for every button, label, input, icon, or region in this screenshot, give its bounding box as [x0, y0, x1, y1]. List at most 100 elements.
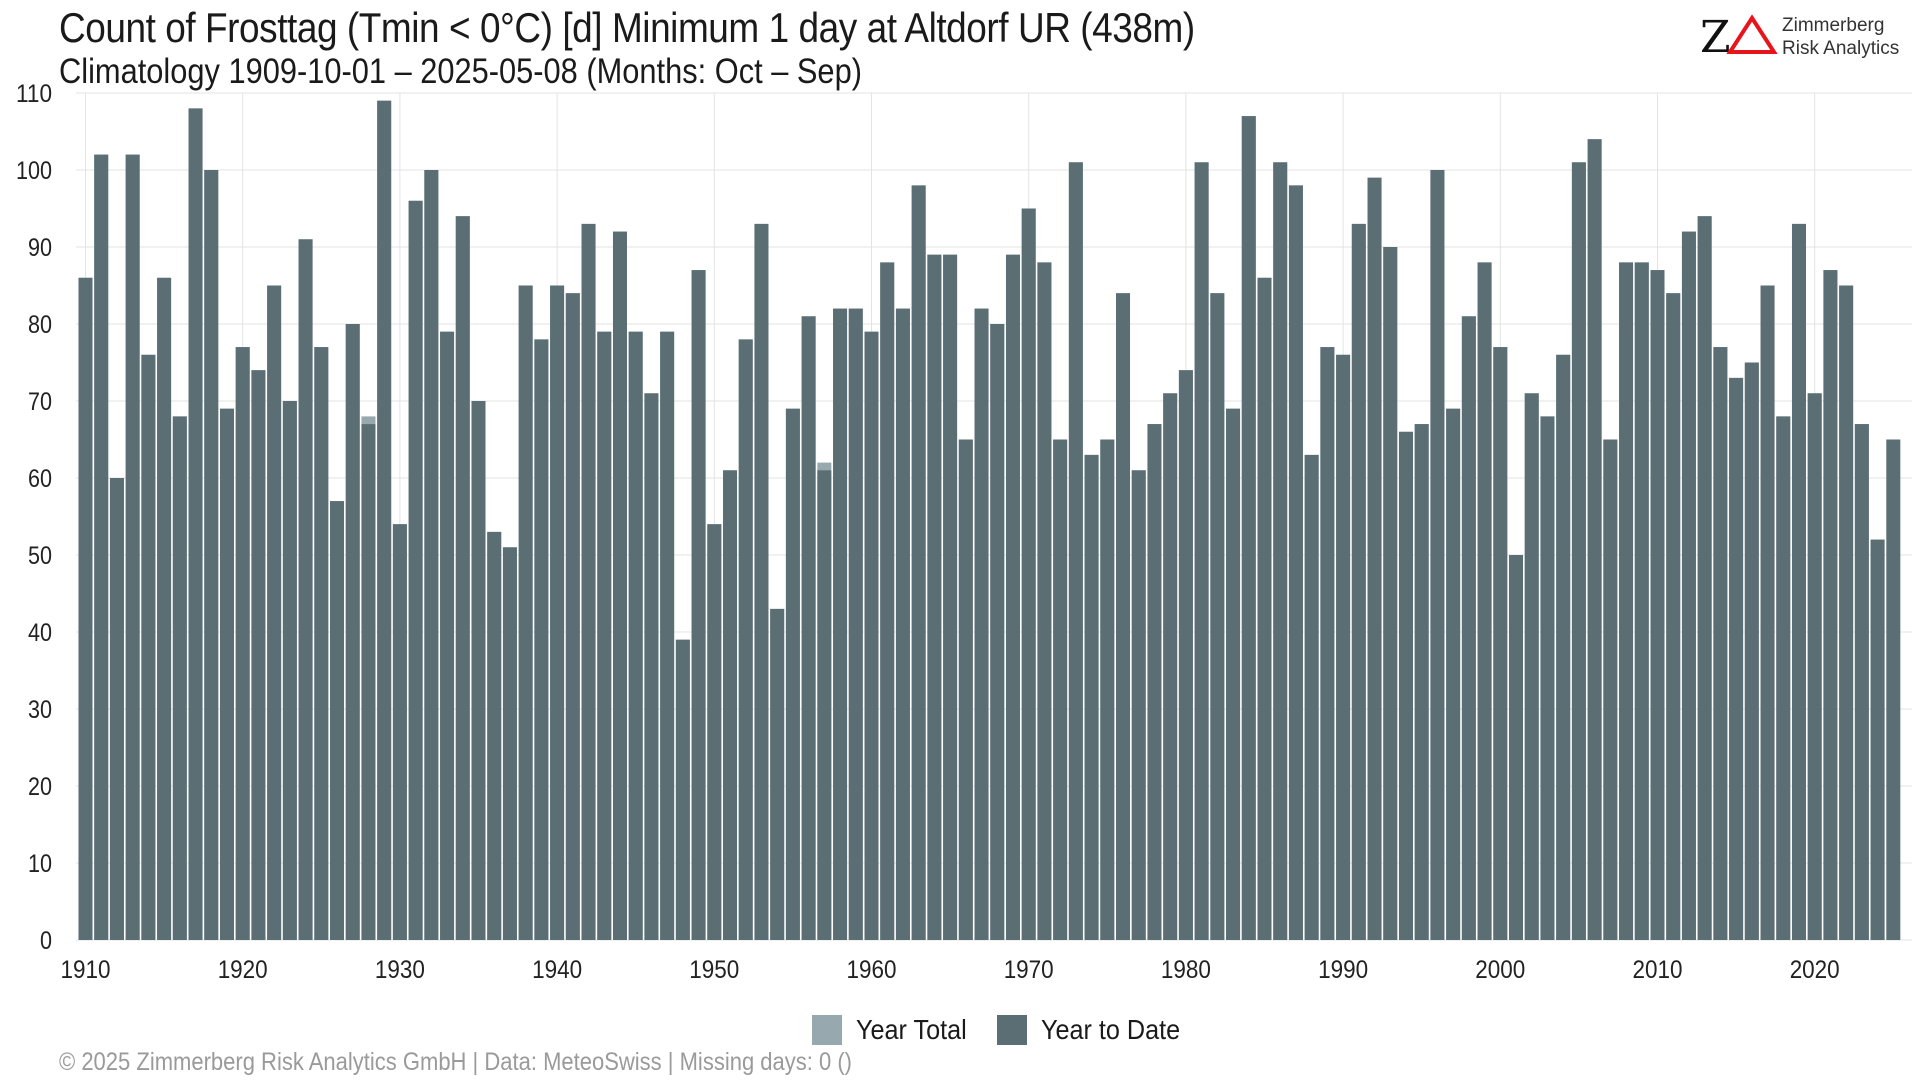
logo-line-2: Risk Analytics [1782, 38, 1900, 59]
bar-year-to-date [1226, 408, 1241, 940]
bar-year-to-date [1650, 270, 1665, 941]
bar-year-to-date [1446, 408, 1461, 940]
bar-year-to-date [1147, 424, 1162, 941]
bar-year-to-date [1430, 170, 1445, 940]
bar-year-to-date [1524, 393, 1539, 940]
bar-year-to-date [1383, 247, 1398, 940]
y-tick-label: 10 [28, 850, 52, 878]
bar-year-to-date [974, 308, 989, 941]
bar-year-to-date [125, 154, 140, 941]
y-tick-label: 40 [28, 619, 52, 647]
bar-year-to-date [833, 308, 848, 941]
x-tick-label: 1940 [532, 956, 582, 984]
bar-year-to-date [361, 424, 376, 941]
bar-year-to-date [927, 254, 942, 940]
legend-item-year-to-date: Year to Date [997, 1014, 1196, 1046]
y-tick-label: 30 [28, 696, 52, 724]
chart-subtitle: Climatology 1909-10-01 – 2025-05-08 (Mon… [59, 52, 862, 91]
y-tick-label: 50 [28, 542, 52, 570]
bar-year-to-date [1194, 162, 1209, 941]
y-tick-label: 90 [28, 234, 52, 262]
bar-year-to-date [1556, 354, 1571, 940]
bar-year-to-date [707, 524, 722, 940]
x-tick-label: 1920 [218, 956, 268, 984]
bar-year-to-date [1336, 354, 1351, 940]
bar-year-to-date [628, 331, 643, 940]
bar-year-to-date [1619, 262, 1634, 940]
y-tick-label: 60 [28, 465, 52, 493]
bar-year-to-date [723, 470, 738, 940]
bar-year-to-date [817, 470, 832, 940]
bar-year-to-date [1116, 293, 1131, 940]
bar-year-to-date [1037, 262, 1052, 940]
bar-year-to-date [1320, 347, 1335, 941]
x-tick-label: 1970 [1004, 956, 1054, 984]
bar-chart: 0 10 20 30 40 50 60 70 80 90 100 110 1910 1920 1930 194… [16, 80, 1912, 984]
x-tick-label: 1990 [1318, 956, 1368, 984]
bar-year-to-date [1304, 454, 1319, 940]
bar-year-to-date [565, 293, 580, 940]
bar-year-to-date [424, 170, 439, 940]
bar-year-to-date [864, 331, 879, 940]
bar-year-to-date [581, 223, 596, 940]
bar-year-to-date [1398, 431, 1413, 940]
bar-year-to-date [880, 262, 895, 940]
bar-year-to-date [1807, 393, 1822, 940]
bar-year-to-date [1084, 454, 1099, 940]
bar-year-to-date [188, 108, 203, 940]
bar-year-to-date [1461, 316, 1476, 940]
bar-year-to-date [1870, 539, 1885, 940]
bar-year-to-date [78, 277, 93, 940]
bar-year-to-date [1886, 439, 1901, 940]
bar-year-to-date [377, 100, 392, 940]
y-tick-label: 100 [16, 157, 52, 185]
chart-title: Count of Frosttag (Tmin < 0°C) [d] Minim… [59, 4, 1195, 51]
bar-year-to-date [675, 639, 690, 940]
bar-year-to-date [848, 308, 863, 941]
bar-year-to-date [1068, 162, 1083, 941]
bar-year-to-date [660, 331, 675, 940]
bar-year-to-date [1178, 370, 1193, 940]
x-tick-label: 1910 [61, 956, 111, 984]
bar-year-to-date [550, 285, 565, 940]
bar-year-to-date [1854, 424, 1869, 941]
bar-year-to-date [754, 223, 769, 940]
x-tick-label: 2010 [1633, 956, 1683, 984]
bar-year-to-date [801, 316, 816, 940]
legend-label-year-total: Year Total [856, 1014, 967, 1045]
logo-line-1: Zimmerberg [1782, 15, 1885, 36]
bar-year-to-date [502, 547, 517, 940]
svg-text:Z: Z [1700, 12, 1731, 60]
bar-year-to-date [487, 531, 502, 940]
bar-year-to-date [1053, 439, 1068, 940]
bar-year-to-date [1666, 293, 1681, 940]
company-logo: Z Zimmerberg Risk Analytics [1700, 10, 1900, 70]
bar-year-to-date [644, 393, 659, 940]
bar-year-to-date [298, 239, 313, 941]
bar-year-to-date [895, 308, 910, 941]
bar-year-to-date [1681, 231, 1696, 941]
bar-year-to-date [1729, 377, 1744, 940]
bar-year-to-date [1210, 293, 1225, 940]
bar-year-to-date [1587, 139, 1602, 940]
bar-year-to-date [330, 501, 345, 940]
x-tick-label: 1930 [375, 956, 425, 984]
legend-swatch-year-total [812, 1015, 842, 1045]
footer-credit: © 2025 Zimmerberg Risk Analytics GmbH | … [59, 1048, 852, 1076]
legend-swatch-year-to-date [997, 1015, 1027, 1045]
bar-year-to-date [251, 370, 266, 940]
bar-year-to-date [785, 408, 800, 940]
bar-year-to-date [157, 277, 172, 940]
bar-year-to-date [408, 200, 423, 941]
bar-year-to-date [1414, 424, 1429, 941]
bar-year-to-date [109, 478, 124, 940]
bar-year-to-date [1257, 277, 1272, 940]
bar-year-to-date [1823, 270, 1838, 941]
bar-year-to-date [392, 524, 407, 940]
x-tick-label: 2000 [1475, 956, 1525, 984]
bar-year-to-date [141, 354, 156, 940]
bar-year-to-date [235, 347, 250, 941]
bar-year-to-date [612, 231, 627, 941]
bar-year-to-date [282, 401, 297, 940]
bar-year-to-date [345, 324, 360, 940]
